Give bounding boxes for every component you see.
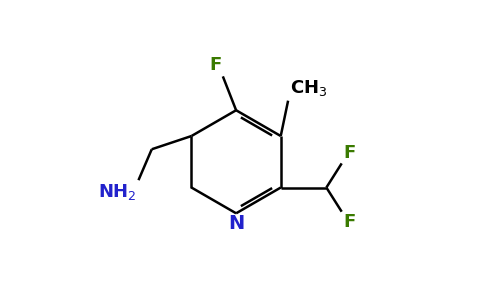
Text: N: N bbox=[228, 214, 244, 233]
Text: NH$_2$: NH$_2$ bbox=[98, 182, 137, 202]
Text: F: F bbox=[343, 144, 355, 162]
Text: CH$_3$: CH$_3$ bbox=[289, 78, 327, 98]
Text: F: F bbox=[343, 213, 355, 231]
Text: F: F bbox=[209, 56, 221, 74]
